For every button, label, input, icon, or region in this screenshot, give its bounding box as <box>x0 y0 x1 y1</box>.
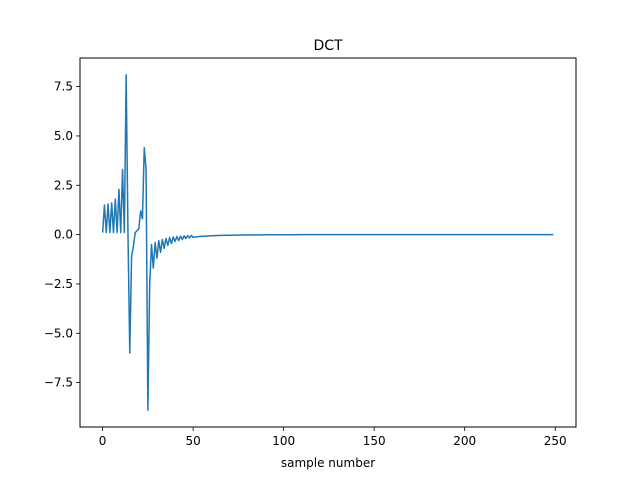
x-tick-label: 200 <box>453 434 476 448</box>
y-tick-label: 7.5 <box>54 80 73 94</box>
x-tick-label: 0 <box>99 434 107 448</box>
y-tick-label: −2.5 <box>44 277 73 291</box>
y-tick-label: 0.0 <box>54 228 73 242</box>
plot-frame <box>79 57 577 428</box>
x-tick-label: 100 <box>272 434 295 448</box>
y-tick-label: 2.5 <box>54 178 73 192</box>
x-tick-label: 150 <box>363 434 386 448</box>
x-tick-label: 250 <box>544 434 567 448</box>
y-tick-label: −5.0 <box>44 326 73 340</box>
chart-title: DCT <box>313 38 343 54</box>
x-axis-title: sample number <box>281 456 375 470</box>
axis-ticks: 0 50 100 150 200 250 −7.5 −5.0 −2.5 0.0 2.5 5.0 7.5 <box>44 80 567 448</box>
x-tick-label: 50 <box>185 434 200 448</box>
y-tick-label: 5.0 <box>54 129 73 143</box>
y-tick-label: −7.5 <box>44 376 73 390</box>
series-line-0 <box>101 74 554 411</box>
